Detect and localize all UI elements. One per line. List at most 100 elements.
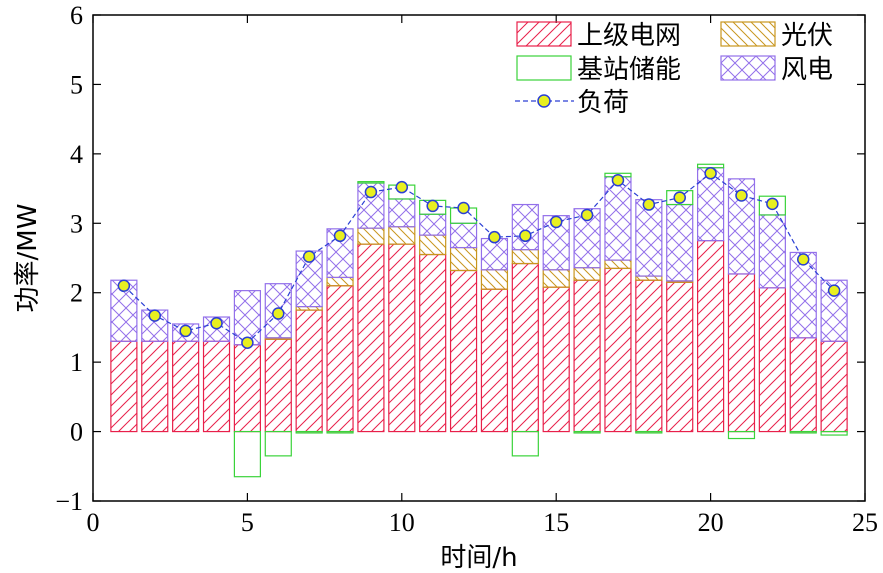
bar-grid bbox=[758, 287, 786, 433]
bar-grid bbox=[727, 273, 756, 433]
legend-label-grid: 上级电网 bbox=[577, 21, 681, 51]
load-point bbox=[673, 191, 686, 204]
legend-swatch-pv bbox=[720, 21, 776, 47]
bar-wind bbox=[758, 214, 786, 289]
legend-label-storage: 基站储能 bbox=[577, 55, 681, 85]
load-point bbox=[827, 284, 841, 297]
bar-pv bbox=[326, 276, 354, 287]
load-point bbox=[519, 229, 532, 243]
bar-wind bbox=[419, 213, 447, 236]
bar-grid bbox=[141, 340, 169, 433]
load-point bbox=[704, 167, 717, 180]
bar-storage bbox=[511, 430, 539, 457]
legend-swatch-grid bbox=[516, 21, 572, 47]
load-point bbox=[766, 197, 779, 211]
y-tick-label: 4 bbox=[70, 140, 83, 169]
bar-grid bbox=[264, 338, 292, 433]
bar-grid bbox=[172, 340, 200, 433]
load-point bbox=[302, 250, 316, 263]
load-point bbox=[426, 199, 439, 213]
bar-grid bbox=[357, 243, 385, 433]
bar-pv bbox=[635, 275, 663, 281]
bar-storage bbox=[357, 181, 385, 184]
bar-pv bbox=[449, 246, 478, 272]
legend: 上级电网 光伏 基站储能 风电 负荷 bbox=[515, 21, 833, 118]
bar-grid bbox=[666, 281, 694, 433]
load-point bbox=[117, 279, 131, 293]
bar-grid bbox=[820, 340, 848, 433]
bar-wind bbox=[388, 198, 416, 228]
bar-wind bbox=[449, 222, 478, 249]
bar-grid bbox=[110, 340, 138, 433]
bar-wind bbox=[789, 251, 817, 339]
bar-wind bbox=[480, 237, 509, 271]
bar-pv bbox=[542, 269, 570, 288]
load-point bbox=[148, 309, 162, 322]
bar-pv bbox=[511, 249, 539, 265]
bar-grid bbox=[635, 279, 663, 433]
load-point bbox=[457, 201, 470, 215]
load-line bbox=[123, 172, 835, 344]
bar-storage bbox=[789, 430, 817, 434]
x-axis-label: 时间/h bbox=[440, 543, 517, 573]
x-tick-label: 10 bbox=[389, 508, 415, 537]
load-point bbox=[642, 198, 656, 211]
bar-grid bbox=[233, 344, 261, 433]
bar-pv bbox=[480, 269, 509, 290]
bar-wind bbox=[635, 199, 663, 277]
load-point bbox=[611, 173, 625, 187]
bar-grid bbox=[542, 286, 570, 433]
load-point bbox=[735, 189, 748, 202]
load-point bbox=[549, 215, 563, 229]
bar-pv bbox=[604, 259, 632, 270]
y-tick-label: 0 bbox=[70, 418, 83, 447]
load-point bbox=[210, 317, 223, 330]
bar-grid bbox=[449, 269, 478, 433]
load-point bbox=[488, 230, 501, 244]
x-tick-label: 5 bbox=[241, 508, 254, 537]
bar-grid bbox=[573, 279, 601, 433]
bar-wind bbox=[511, 203, 539, 251]
bar-wind bbox=[233, 290, 261, 346]
bar-storage bbox=[758, 195, 786, 216]
bar-storage bbox=[573, 430, 601, 434]
y-tick-label: 5 bbox=[70, 70, 83, 99]
bar-grid bbox=[696, 240, 725, 433]
legend-swatch-wind bbox=[720, 55, 776, 81]
bar-grid bbox=[511, 262, 539, 433]
bar-wind bbox=[666, 203, 694, 282]
bar-pv bbox=[388, 226, 416, 245]
load-point bbox=[796, 253, 810, 266]
y-axis-label: 功率/MW bbox=[13, 204, 43, 313]
bar-pv bbox=[357, 227, 385, 245]
bar-storage bbox=[635, 430, 663, 434]
bar-grid bbox=[326, 285, 354, 433]
y-tick-label: −1 bbox=[55, 487, 83, 516]
bar-grid bbox=[202, 340, 231, 433]
bars-layer bbox=[110, 163, 848, 478]
load-point bbox=[364, 185, 378, 199]
load-point bbox=[580, 208, 594, 222]
bar-storage bbox=[264, 430, 292, 457]
bar-storage bbox=[727, 430, 756, 440]
x-tick-label: 15 bbox=[543, 508, 569, 537]
legend-label-load: 负荷 bbox=[577, 88, 629, 118]
legend-label-pv: 光伏 bbox=[781, 21, 833, 51]
bar-pv bbox=[419, 234, 447, 256]
y-tick-label: 3 bbox=[70, 209, 83, 238]
bar-grid bbox=[419, 253, 447, 433]
x-tick-label: 0 bbox=[87, 508, 100, 537]
load-point bbox=[272, 307, 285, 320]
bar-grid bbox=[295, 309, 323, 433]
load-point bbox=[333, 229, 347, 243]
bar-storage bbox=[295, 430, 323, 434]
bar-wind bbox=[604, 176, 632, 261]
x-tick-label: 20 bbox=[698, 508, 724, 537]
load-point bbox=[179, 324, 192, 338]
legend-label-wind: 风电 bbox=[781, 55, 833, 85]
load-point bbox=[241, 336, 254, 349]
load-point bbox=[395, 180, 409, 194]
bar-pv bbox=[573, 267, 601, 281]
